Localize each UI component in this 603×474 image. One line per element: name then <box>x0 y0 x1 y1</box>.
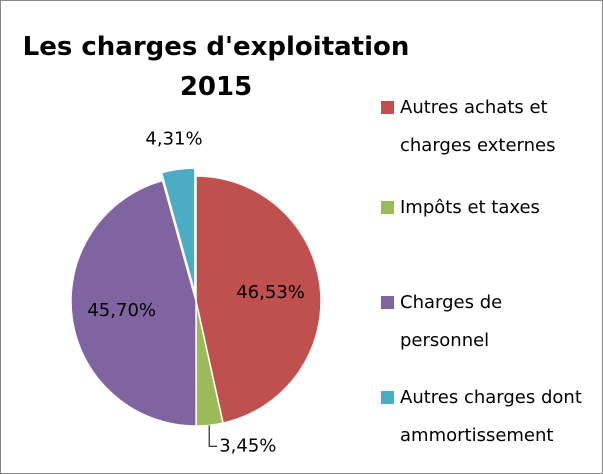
legend-label: Autres charges dont ammortissement <box>400 387 582 446</box>
legend-entry: Charges de personnel <box>381 284 596 360</box>
legend-swatch <box>381 296 394 309</box>
leader-line <box>208 425 218 447</box>
data-label: 3,45% <box>219 435 276 456</box>
legend-label: Impôts et taxes <box>400 197 540 218</box>
legend-swatch <box>381 391 394 404</box>
legend-label: Autres achats et charges externes <box>400 97 556 156</box>
pie-slice <box>195 175 322 424</box>
legend-entry: Autres achats et charges externes <box>381 89 596 165</box>
legend-entry: Impôts et taxes <box>381 189 596 227</box>
legend-swatch <box>381 101 394 114</box>
data-label: 46,53% <box>236 282 305 303</box>
data-label: 45,70% <box>87 300 156 321</box>
pie-slice <box>70 179 197 427</box>
data-label: 4,31% <box>145 128 202 149</box>
pie-slice <box>160 167 196 294</box>
legend-swatch <box>381 201 394 214</box>
chart-title: Les charges d'exploitation 2015 <box>22 32 410 102</box>
legend-label: Charges de personnel <box>400 292 503 351</box>
legend-entry: Autres charges dont ammortissement <box>381 379 596 455</box>
